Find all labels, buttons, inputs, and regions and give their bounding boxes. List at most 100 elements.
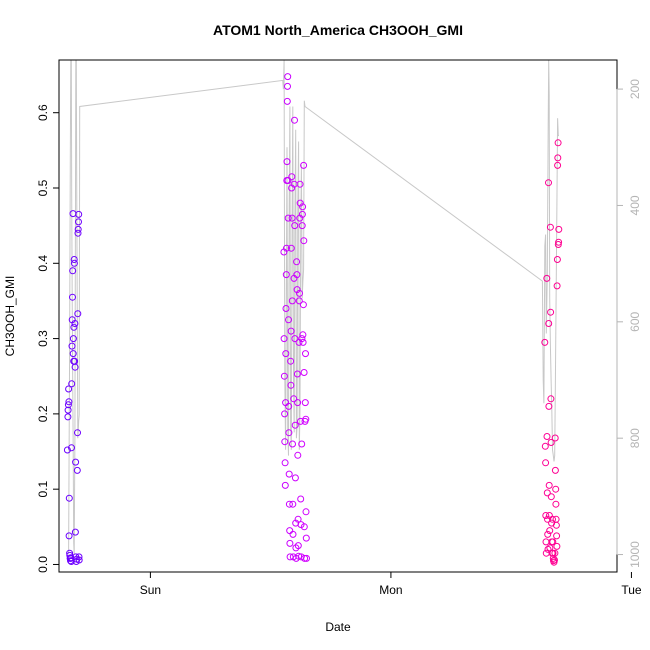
data-point [298, 440, 306, 448]
data-point [542, 549, 550, 557]
y-tick-label: 0.0 [36, 556, 50, 573]
data-point [74, 229, 82, 237]
data-point [75, 210, 83, 218]
data-point [296, 199, 304, 207]
data-point [291, 335, 299, 343]
data-point [283, 244, 290, 252]
data-point [65, 385, 73, 393]
data-point [288, 214, 296, 222]
data-point [544, 545, 552, 553]
data-point [551, 434, 559, 442]
data-point [289, 500, 297, 508]
data-point [65, 398, 73, 406]
data-point [280, 372, 288, 380]
data-point [283, 97, 291, 105]
data-point [65, 532, 73, 540]
data-point [296, 289, 303, 297]
data-point [299, 338, 307, 346]
data-point [301, 399, 309, 407]
data-point [72, 458, 80, 466]
pressure-line-layer [68, 59, 559, 555]
data-point [285, 316, 292, 324]
data-point [549, 515, 556, 523]
data-point [293, 271, 301, 279]
y-tick-label: 0.6 [36, 104, 50, 121]
y-tick-label: 0.5 [36, 179, 50, 196]
data-point [287, 327, 295, 335]
data-point [291, 116, 298, 124]
data-point [299, 301, 307, 309]
y-tick-label: 0.1 [36, 481, 50, 498]
data-point [69, 335, 77, 343]
data-point [286, 539, 294, 547]
data-point [294, 399, 302, 407]
data-point [281, 481, 289, 489]
data-point [75, 218, 82, 226]
data-point [553, 532, 561, 540]
data-point [291, 474, 299, 482]
data-point [295, 297, 303, 305]
data-point [63, 446, 71, 454]
y-tick-label: 0.4 [36, 255, 50, 272]
data-point [543, 489, 551, 497]
right-tick-label: 200 [628, 79, 642, 99]
data-point [301, 554, 309, 562]
data-point [74, 429, 81, 437]
data-point [74, 310, 82, 318]
y-axis-label: CH3OOH_GMI [3, 276, 17, 357]
data-point [281, 459, 289, 467]
data-point [281, 410, 289, 418]
data-point [554, 241, 562, 248]
data-point [287, 381, 295, 389]
data-point [282, 305, 290, 312]
y-tick-label: 0.2 [36, 405, 50, 422]
data-point [68, 444, 75, 452]
data-point [302, 508, 310, 516]
data-point [69, 350, 77, 358]
data-point [553, 256, 561, 263]
data-point [71, 363, 79, 371]
x-axis-label: Date [325, 620, 351, 634]
data-point [544, 530, 552, 538]
data-point [545, 320, 553, 327]
data-point [282, 271, 290, 279]
x-tick-label: Mon [379, 583, 402, 597]
data-point [541, 338, 549, 346]
data-point [289, 530, 297, 538]
data-points-layer [63, 73, 563, 566]
data-point [302, 350, 309, 358]
data-point [546, 223, 554, 231]
data-point [289, 440, 296, 448]
data-point [547, 439, 555, 446]
data-point [296, 180, 304, 188]
right-tick-label: 800 [628, 428, 642, 448]
data-point [302, 415, 310, 423]
data-point [64, 406, 72, 414]
data-point [551, 466, 559, 474]
data-point [70, 323, 78, 331]
data-point [288, 173, 296, 181]
data-point [298, 335, 306, 343]
data-point [553, 542, 561, 550]
data-point [300, 237, 308, 245]
data-point [302, 534, 310, 542]
data-point [280, 335, 288, 343]
data-point [551, 556, 558, 564]
data-point [552, 500, 560, 508]
data-point [74, 225, 82, 233]
right-tick-label: 400 [628, 195, 642, 215]
data-point [64, 413, 72, 421]
x-axis: Sun Mon Tue [140, 572, 642, 597]
data-point [545, 481, 553, 489]
data-point [66, 549, 74, 557]
data-point [285, 500, 293, 508]
data-point [69, 267, 77, 275]
data-point [300, 523, 308, 531]
data-point [294, 515, 302, 523]
data-point [549, 538, 557, 546]
data-point [293, 286, 301, 294]
data-point [541, 442, 549, 450]
right-pressure-axis: 200 400 600 800 1000 [616, 79, 642, 568]
data-point [283, 158, 291, 166]
